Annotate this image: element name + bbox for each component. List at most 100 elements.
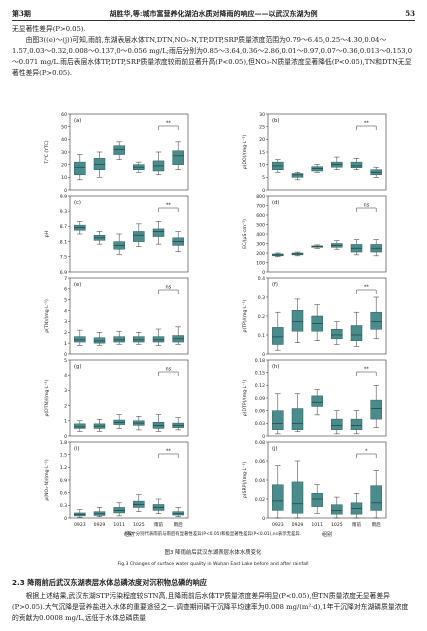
panel-i bbox=[68, 441, 189, 519]
y-tick-label: 3 bbox=[64, 319, 67, 325]
y-tick-label: 0.6 bbox=[60, 490, 67, 496]
x-tick-label: 雨后 bbox=[372, 521, 382, 528]
header-rule bbox=[12, 20, 415, 21]
y-tick-label: 10 bbox=[61, 175, 67, 181]
box bbox=[350, 161, 363, 168]
y-tick-label: 0 bbox=[64, 434, 67, 440]
significance-label: ns bbox=[363, 203, 369, 209]
y-tick-label: 500 bbox=[256, 222, 265, 228]
panel-label: (b) bbox=[272, 118, 279, 124]
y-tick-label: 4 bbox=[64, 373, 67, 379]
y-tick-label: 3 bbox=[64, 388, 67, 394]
y-tick-label: 0 bbox=[262, 270, 265, 276]
section-heading: 2.3 降雨前后武汉东湖表层水体总磷浓度对沉积物总磷的响应 bbox=[12, 578, 207, 587]
y-tick-label: 8.7 bbox=[60, 224, 67, 230]
box bbox=[93, 337, 106, 344]
y-tick-label: 7.5 bbox=[60, 255, 67, 261]
y-tick-label: 0.03 bbox=[255, 421, 265, 427]
y-tick-label: 0.3 bbox=[258, 295, 265, 301]
panel-f bbox=[266, 277, 387, 355]
y-axis-label: T/℃ (YTC) bbox=[44, 140, 50, 164]
intro-line-1: 无显著性差异(P>0.05). bbox=[12, 25, 86, 33]
y-axis-label: ρ(TN)/(mg·L⁻¹) bbox=[44, 299, 50, 333]
y-tick-label: 400 bbox=[256, 232, 265, 238]
y-tick-label: 800 bbox=[256, 194, 265, 200]
significance-label: ** bbox=[166, 121, 172, 127]
y-tick-label: 700 bbox=[256, 203, 265, 209]
y-tick-label: 0 bbox=[64, 352, 67, 358]
plot-frame bbox=[69, 277, 189, 355]
y-tick-label: 0.2 bbox=[258, 314, 265, 320]
y-tick-label: 0.09 bbox=[255, 396, 265, 402]
box bbox=[331, 329, 343, 340]
significance-bracket bbox=[158, 207, 179, 212]
panel-a bbox=[68, 113, 189, 191]
y-tick-label: 0 bbox=[64, 188, 67, 194]
x-tick-label: 0923 bbox=[74, 522, 86, 528]
box bbox=[74, 336, 86, 343]
panel-b bbox=[266, 113, 387, 191]
running-title: 胡胜华,等:城市富营养化湖泊水质对降雨的响应——以武汉东湖为例 bbox=[109, 9, 318, 18]
y-tick-label: 0.3 bbox=[60, 503, 67, 509]
significance-label: ** bbox=[364, 121, 370, 127]
panel-c bbox=[68, 195, 189, 273]
y-tick-label: 1.2 bbox=[60, 465, 67, 471]
y-tick-label: 100 bbox=[256, 260, 265, 266]
significance-bracket bbox=[356, 371, 377, 376]
y-tick-label: 50 bbox=[61, 124, 67, 130]
panel-g bbox=[68, 359, 189, 437]
significance-bracket bbox=[356, 207, 377, 212]
panel-label: (e) bbox=[74, 282, 81, 288]
y-tick-label: 8.1 bbox=[60, 239, 67, 245]
x-tick-label: 1011 bbox=[311, 522, 323, 528]
box bbox=[74, 423, 86, 429]
significance-label: ns bbox=[165, 285, 171, 291]
y-tick-label: 1 bbox=[64, 341, 67, 347]
box bbox=[133, 336, 145, 343]
y-tick-label: 9.9 bbox=[60, 194, 67, 200]
box bbox=[370, 311, 382, 330]
box bbox=[311, 395, 323, 407]
y-axis-label: EC/(μS·cm⁻¹) bbox=[242, 219, 248, 249]
box bbox=[272, 327, 284, 345]
y-tick-label: 0.08 bbox=[255, 440, 265, 446]
significance-bracket bbox=[158, 453, 179, 458]
y-tick-label: 60 bbox=[61, 112, 67, 118]
y-tick-label: 0 bbox=[262, 434, 265, 440]
y-tick-label: 0 bbox=[262, 188, 265, 194]
y-tick-label: 5 bbox=[64, 358, 67, 364]
y-tick-label: 30 bbox=[61, 150, 67, 156]
significance-bracket bbox=[158, 289, 179, 294]
significance-label: ** bbox=[364, 285, 370, 291]
box bbox=[113, 336, 125, 343]
y-tick-label: 0.06 bbox=[255, 459, 265, 465]
y-tick-label: 1.5 bbox=[60, 452, 67, 458]
box bbox=[291, 481, 304, 514]
x-tick-label: 雨前 bbox=[352, 521, 362, 528]
y-tick-label: 30 bbox=[259, 112, 265, 118]
box bbox=[74, 161, 86, 176]
y-tick-label: 40 bbox=[61, 137, 67, 143]
panel-label: (f) bbox=[272, 282, 278, 288]
box bbox=[370, 399, 382, 420]
y-tick-label: 0.04 bbox=[255, 478, 265, 484]
y-tick-label: 600 bbox=[256, 213, 265, 219]
y-tick-label: 4 bbox=[64, 308, 67, 314]
y-axis-label: pH bbox=[44, 231, 50, 237]
y-tick-label: 7 bbox=[64, 276, 67, 282]
box bbox=[350, 418, 363, 430]
panel-d bbox=[266, 195, 387, 273]
box bbox=[172, 150, 184, 165]
box bbox=[272, 484, 284, 511]
significance-bracket bbox=[356, 453, 377, 458]
plot-frame bbox=[267, 441, 387, 519]
y-axis-label: ρ(DTP)/(mg·L⁻¹) bbox=[242, 380, 248, 417]
box bbox=[311, 166, 323, 172]
y-tick-label: 0.18 bbox=[255, 358, 265, 364]
significance-label: * bbox=[365, 449, 368, 455]
panel-label: (j) bbox=[272, 446, 278, 452]
y-tick-label: 2 bbox=[64, 403, 67, 409]
page-number: 53 bbox=[405, 9, 415, 18]
significance-bracket bbox=[356, 289, 377, 294]
